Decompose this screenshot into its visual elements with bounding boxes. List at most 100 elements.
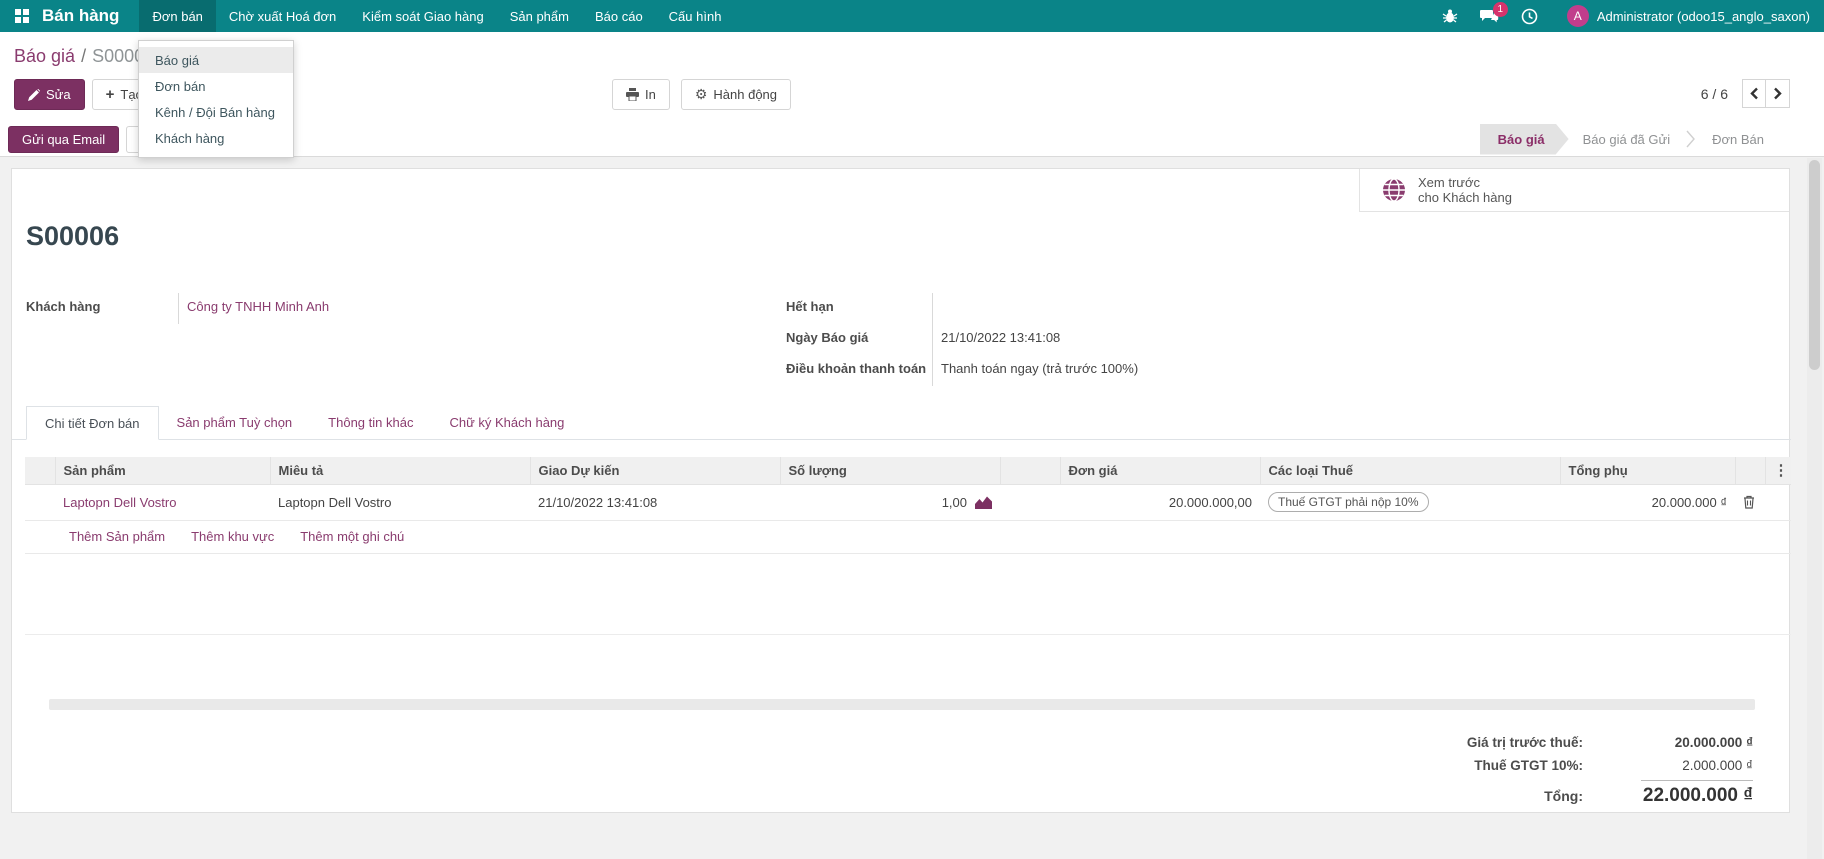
cell-unit-price: 20.000.000,00 (1060, 484, 1260, 521)
add-line-row: Thêm Sản phẩm Thêm khu vực Thêm một ghi … (25, 520, 1791, 554)
pager-previous-button[interactable] (1742, 79, 1766, 108)
globe-icon (1382, 178, 1406, 202)
order-lines-table: Sản phẩm Miêu tả Giao Dự kiến Số lượng Đ… (25, 457, 1791, 554)
header-handle (25, 457, 56, 485)
status-step-sales-order[interactable]: Đơn Bán (1712, 131, 1764, 147)
optional-columns-button[interactable]: ⋮ (1764, 457, 1791, 485)
cell-uom (1000, 484, 1060, 521)
cell-scheduled-date: 21/10/2022 13:41:08 (530, 484, 780, 521)
plus-icon: + (105, 86, 115, 103)
cell-subtotal: 20.000.000 ₫ (1560, 484, 1735, 521)
nav-item-kiem-soat-giao-hang[interactable]: Kiểm soát Giao hàng (362, 8, 484, 24)
total-value: 22.000.000 ₫ (1642, 785, 1753, 806)
resize-handle[interactable] (49, 699, 1755, 710)
header-product[interactable]: Sản phẩm (54, 457, 271, 485)
field-label: Điều khoản thanh toán (786, 361, 927, 376)
send-email-button[interactable]: Gửi qua Email (8, 125, 120, 153)
step-chevron-icon (1684, 130, 1698, 148)
forecast-chart-icon[interactable] (975, 496, 992, 509)
debug-bug-icon[interactable] (1431, 0, 1469, 32)
add-note-link[interactable]: Thêm một ghi chú (300, 529, 405, 544)
header-subtotal[interactable]: Tổng phụ (1559, 457, 1736, 485)
add-section-link[interactable]: Thêm khu vực (191, 529, 275, 544)
trash-icon (1743, 495, 1757, 509)
untaxed-value: 20.000.000 ₫ (1674, 735, 1753, 750)
cell-quantity: 1,00 (941, 494, 967, 510)
tab-san-pham-tuy-chon[interactable]: Sản phẩm Tuỳ chọn (176, 414, 293, 430)
tab-chu-ky-khach-hang[interactable]: Chữ ký Khách hàng (449, 414, 565, 430)
header-uom (999, 457, 1061, 485)
avatar[interactable]: A (1566, 5, 1589, 27)
nav-item-cau-hinh[interactable]: Cấu hình (668, 8, 722, 24)
status-step-quotation[interactable]: Báo giá (1480, 124, 1569, 155)
app-name[interactable]: Bán hàng (42, 6, 120, 25)
row-handle (25, 484, 55, 521)
customer-preview-button[interactable]: Xem trước cho Khách hàng (1359, 169, 1789, 212)
header-scheduled-date[interactable]: Giao Dự kiến (529, 457, 781, 485)
field-value: 21/10/2022 13:41:08 (932, 324, 1626, 355)
field-label: Khách hàng (26, 299, 101, 314)
print-button[interactable]: In (612, 79, 670, 110)
vertical-scrollbar[interactable] (1807, 158, 1822, 859)
nav-item-cho-xuat-hoa-don[interactable]: Chờ xuất Hoá đơn (228, 8, 337, 24)
gear-icon: ⚙ (694, 86, 708, 102)
form-sheet: Xem trước cho Khách hàng S00006 Khách hà… (11, 168, 1791, 813)
status-step-quotation-sent[interactable]: Báo giá đã Gửi (1582, 131, 1671, 147)
customer-link[interactable]: Công ty TNHH Minh Anh (178, 293, 726, 324)
cell-description: Laptopn Dell Vostro (270, 484, 530, 521)
nav-item-san-pham[interactable]: Sản phẩm (509, 8, 569, 24)
menu-item-bao-gia[interactable]: Báo giá (139, 47, 293, 73)
pager-next-button[interactable] (1766, 79, 1790, 108)
menu-item-khach-hang[interactable]: Khách hàng (155, 130, 225, 146)
pencil-icon (28, 88, 40, 101)
order-line-row[interactable]: Laptopn Dell Vostro Laptopn Dell Vostro … (25, 484, 1791, 521)
notebook-tabs: Chi tiết Đơn bán Sản phẩm Tuỳ chọn Thông… (12, 406, 1791, 440)
preview-line2: cho Khách hàng (1418, 190, 1512, 205)
header-unit-price[interactable]: Đơn giá (1059, 457, 1261, 485)
action-button[interactable]: ⚙ Hành động (680, 79, 792, 110)
field-dieu-khoan-thanh-toan: Điều khoản thanh toán Thanh toán ngay (t… (786, 355, 1626, 386)
nav-item-bao-cao[interactable]: Báo cáo (594, 8, 643, 24)
table-empty-area (25, 554, 1791, 635)
header-quantity[interactable]: Số lượng (779, 457, 1001, 485)
menu-item-kenh-doi-ban-hang[interactable]: Kênh / Đội Bán hàng (155, 104, 275, 120)
tax-tag[interactable]: Thuế GTGT phải nộp 10% (1268, 492, 1429, 512)
untaxed-label: Giá trị trước thuế: (1466, 735, 1583, 750)
record-title: S00006 (26, 221, 120, 251)
scrollbar-thumb[interactable] (1809, 160, 1820, 370)
preview-line1: Xem trước (1418, 175, 1481, 190)
tax-label: Thuế GTGT 10%: (1474, 758, 1583, 773)
menu-item-don-ban[interactable]: Đơn bán (155, 78, 206, 94)
edit-button[interactable]: Sửa (14, 79, 85, 110)
tab-chi-tiet-don-ban[interactable]: Chi tiết Đơn bán (26, 406, 159, 440)
field-value (932, 293, 1626, 324)
breadcrumb-parent[interactable]: Báo giá (14, 46, 76, 66)
activities-clock-icon[interactable] (1510, 0, 1549, 32)
header-trash (1734, 457, 1766, 485)
control-panel: Báo giá / S00006 Sửa + Tạo In ⚙ Hành động … (0, 32, 1824, 157)
totals-separator (1641, 780, 1753, 781)
messages-icon[interactable]: 1 (1469, 0, 1510, 32)
nav-item-don-ban[interactable]: Đơn bán (139, 0, 216, 32)
printer-icon (626, 88, 639, 101)
kebab-icon: ⋮ (1773, 462, 1789, 480)
user-menu[interactable]: Administrator (odoo15_anglo_saxon) (1596, 8, 1810, 24)
field-label: Ngày Báo giá (786, 330, 869, 345)
pager-count: 6 / 6 (1700, 85, 1728, 102)
totals-footer: Giá trị trước thuế: 20.000.000 ₫ Thuế GT… (1467, 731, 1753, 811)
field-value: Thanh toán ngay (trả trước 100%) (932, 355, 1626, 386)
tab-thong-tin-khac[interactable]: Thông tin khác (328, 414, 414, 430)
tax-value: 2.000.000 ₫ (1682, 758, 1753, 773)
delete-line-button[interactable] (1735, 484, 1765, 521)
breadcrumb-separator: / (81, 46, 87, 66)
field-ngay-bao-gia: Ngày Báo giá 21/10/2022 13:41:08 (786, 324, 1626, 355)
messages-count-badge: 1 (1492, 2, 1508, 17)
field-het-han: Hết hạn (786, 293, 1626, 324)
apps-grid-icon[interactable] (0, 0, 40, 32)
header-taxes[interactable]: Các loại Thuế (1259, 457, 1561, 485)
content-area: Xem trước cho Khách hàng S00006 Khách hà… (0, 158, 1824, 859)
product-link[interactable]: Laptopn Dell Vostro (63, 494, 177, 510)
header-description[interactable]: Miêu tả (269, 457, 531, 485)
table-header-row: Sản phẩm Miêu tả Giao Dự kiến Số lượng Đ… (25, 457, 1791, 485)
add-product-link[interactable]: Thêm Sản phẩm (69, 529, 166, 544)
